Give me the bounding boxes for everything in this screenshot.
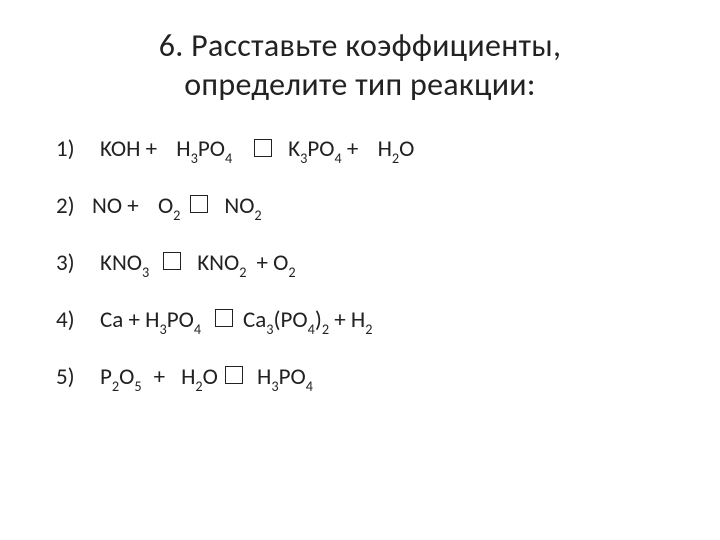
formula-text: Ca xyxy=(243,306,266,334)
formula-text: O xyxy=(319,135,334,163)
equation-row: 4)Ca + H3PO4Ca3(PO4)2 + H2 xyxy=(56,309,670,335)
formula-text: K xyxy=(100,249,112,277)
title-line-2: определите тип реакции: xyxy=(50,65,670,104)
arrow-placeholder-icon xyxy=(215,309,233,327)
arrow-placeholder-icon xyxy=(225,366,243,384)
equation-number: 4) xyxy=(56,309,80,332)
subscript: 3 xyxy=(159,320,166,338)
arrow-placeholder-icon xyxy=(254,139,272,157)
formula-text: + O xyxy=(256,249,288,277)
equation-row: 5)P2O5+H2O H3PO4 xyxy=(56,366,670,392)
formula-text: NO xyxy=(224,192,254,220)
formula-text: O xyxy=(119,363,134,391)
subscript: 2 xyxy=(365,320,372,338)
formula-text: P xyxy=(100,363,112,391)
slide: 6. Расставьте коэффициенты, определите т… xyxy=(0,0,720,540)
subscript: 2 xyxy=(288,263,295,281)
title-line-1: 6. Расставьте коэффициенты, xyxy=(50,26,670,65)
formula-text: P xyxy=(307,135,319,163)
subscript: 2 xyxy=(173,206,180,224)
subscript: 3 xyxy=(271,377,278,395)
formula-text: PO xyxy=(167,306,194,334)
equation-number: 1) xyxy=(56,138,80,161)
subscript: 2 xyxy=(322,320,329,338)
formula-text: + xyxy=(342,135,364,163)
subscript: 4 xyxy=(334,149,341,167)
formula-text: K xyxy=(197,249,209,277)
formula-text: K xyxy=(100,135,111,163)
subscript: 4 xyxy=(306,377,313,395)
subscript: 3 xyxy=(142,263,149,281)
formula-text: O xyxy=(203,363,223,391)
formula-text: Ca + H xyxy=(100,306,159,334)
formula-text: H xyxy=(378,135,392,163)
formula-text: NO xyxy=(112,249,142,277)
subscript: 4 xyxy=(308,320,315,338)
slide-title: 6. Расставьте коэффициенты, определите т… xyxy=(50,26,670,104)
subscript: 5 xyxy=(134,377,141,395)
formula-text: NO + xyxy=(92,192,144,220)
formula-text: ) xyxy=(315,306,322,334)
arrow-placeholder-icon xyxy=(163,252,181,270)
formula-text: OH + xyxy=(111,135,162,163)
formula-text: H xyxy=(257,363,271,391)
formula-text: PO xyxy=(279,363,306,391)
formula-text: H xyxy=(181,363,195,391)
equation-row: 2)NO + O2NO2 xyxy=(56,195,670,221)
equation-row: 3)KNO3KNO2+ O2 xyxy=(56,252,670,278)
subscript: 2 xyxy=(392,149,399,167)
subscript: 2 xyxy=(195,377,202,395)
subscript: 3 xyxy=(191,149,198,167)
formula-text: O xyxy=(399,135,414,163)
equation-number: 5) xyxy=(56,366,80,389)
equation-number: 2) xyxy=(56,195,80,218)
formula-text: PO xyxy=(198,135,225,163)
subscript: 4 xyxy=(225,149,232,167)
equation-row: 1)KOH + H3PO4K3PO4 + H2O xyxy=(56,138,670,164)
formula-text: + xyxy=(154,363,165,391)
subscript: 3 xyxy=(266,320,273,338)
subscript: 4 xyxy=(194,320,201,338)
subscript: 2 xyxy=(112,377,119,395)
formula-text: H xyxy=(176,135,190,163)
equation-list: 1)KOH + H3PO4K3PO4 + H2O2)NO + O2NO23)KN… xyxy=(50,138,670,391)
subscript: 2 xyxy=(254,206,261,224)
formula-text: NO xyxy=(209,249,239,277)
equation-number: 3) xyxy=(56,252,80,275)
formula-text: K xyxy=(288,135,300,163)
formula-text: O xyxy=(158,192,173,220)
formula-text: (PO xyxy=(274,306,308,334)
formula-text: + H xyxy=(329,306,365,334)
subscript: 2 xyxy=(239,263,246,281)
arrow-placeholder-icon xyxy=(190,195,208,213)
subscript: 3 xyxy=(300,149,307,167)
